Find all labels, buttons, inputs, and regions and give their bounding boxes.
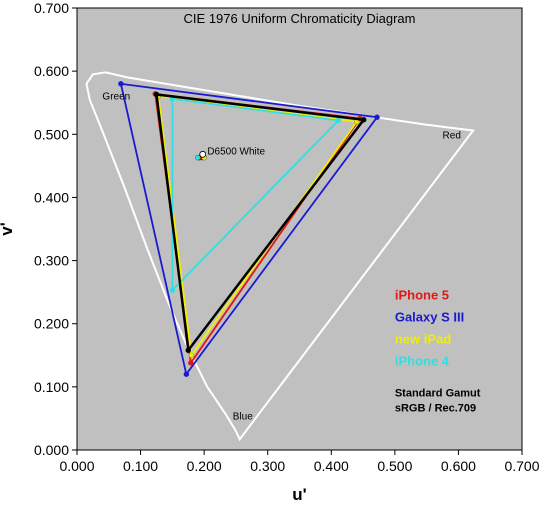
y-tick-label: 0.300: [34, 253, 69, 269]
legend: iPhone 5 Galaxy S III new iPad iPhone 4 Stan…: [395, 288, 481, 415]
plot-area: [76, 7, 523, 451]
y-tick-label: 0.200: [34, 316, 69, 332]
vertex-label: Red: [443, 131, 461, 142]
x-tick-label: 0.400: [314, 458, 349, 474]
x-tick-label: 0.000: [59, 458, 94, 474]
primary-point: [188, 360, 194, 366]
x-tick-label: 0.200: [187, 458, 222, 474]
vertex-label: Blue: [233, 412, 253, 423]
chart-title: CIE 1976 Uniform Chromaticity Diagram: [184, 11, 416, 26]
d65-white-point: [199, 150, 207, 158]
primary-point: [361, 117, 367, 123]
x-tick-label: 0.100: [123, 458, 158, 474]
legend-entry: Galaxy S III: [395, 310, 464, 325]
gamut-triangle: [171, 97, 341, 293]
y-tick-label: 0.500: [34, 126, 69, 142]
y-tick-label: 0.700: [34, 0, 69, 16]
series-iphone-4: [169, 96, 341, 293]
legend-standard-gamut: sRGB / Rec.709: [395, 402, 476, 414]
primary-point: [183, 371, 190, 377]
primary-point: [153, 91, 160, 98]
x-tick-label: 0.700: [504, 458, 539, 474]
primary-point: [185, 347, 191, 353]
series-standard-gamut: [153, 91, 367, 354]
primary-point: [335, 117, 341, 124]
y-tick-label: 0.000: [34, 442, 69, 458]
legend-entry: iPhone 4: [395, 354, 450, 369]
y-axis-label: v': [0, 222, 16, 236]
legend-standard-gamut: Standard Gamut: [395, 387, 481, 399]
legend-entry: new iPad: [395, 332, 451, 347]
primary-point: [118, 81, 124, 87]
primary-point: [169, 287, 176, 293]
primary-point: [374, 114, 380, 120]
white-point: [195, 154, 201, 161]
y-tick-label: 0.600: [34, 63, 69, 79]
primary-point: [188, 352, 195, 358]
legend-entry: iPhone 5: [395, 288, 449, 303]
y-tick-label: 0.100: [34, 379, 69, 395]
vertex-label: Green: [102, 92, 130, 103]
x-tick-label: 0.500: [377, 458, 412, 474]
vertex-label: D6500 White: [207, 146, 265, 157]
gamut-triangle: [119, 82, 379, 377]
x-tick-label: 0.300: [250, 458, 285, 474]
x-tick-label: 0.600: [441, 458, 476, 474]
x-axis-label: u': [292, 485, 306, 504]
y-tick-label: 0.400: [34, 189, 69, 205]
gamut-triangle: [155, 93, 367, 354]
